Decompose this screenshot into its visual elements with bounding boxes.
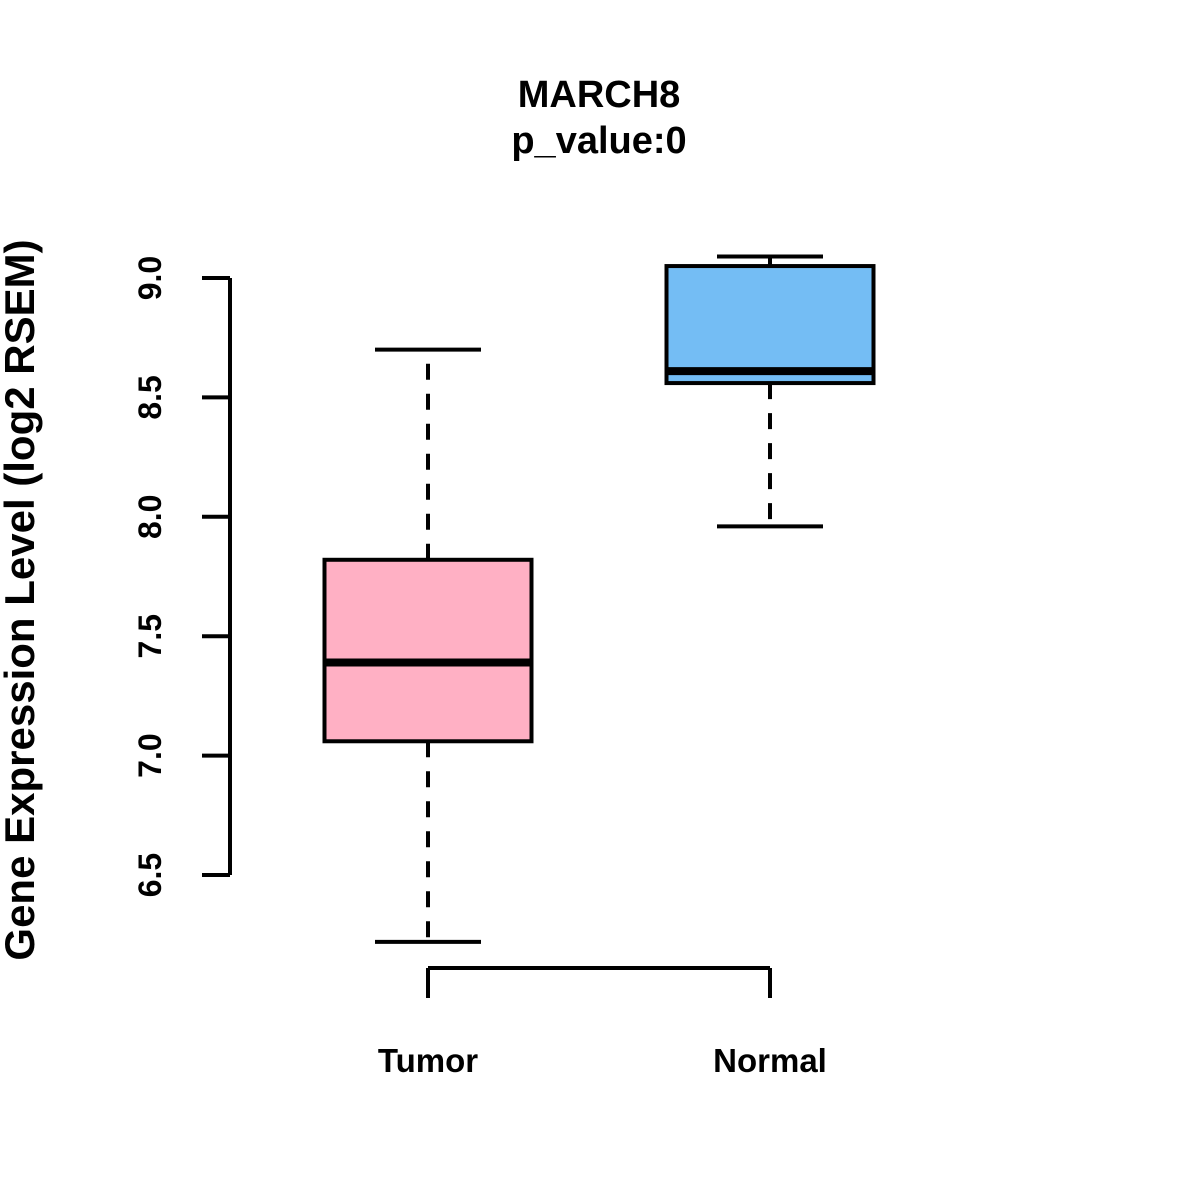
y-tick-label: 9.0	[132, 256, 168, 300]
x-label-tumor: Tumor	[378, 1042, 478, 1079]
tumor-box	[322, 557, 534, 744]
chart-title: MARCH8	[518, 74, 681, 116]
y-tick-label: 8.0	[132, 495, 168, 539]
x-label-normal: Normal	[713, 1042, 827, 1079]
plot-area: 6.5 7.0 7.5 8.0 8.5 9.0 Tumor Normal	[132, 254, 876, 1079]
y-tick-label: 7.0	[132, 733, 168, 777]
y-tick-label: 8.5	[132, 375, 168, 419]
y-axis-label: Gene Expression Level (log2 RSEM)	[0, 239, 43, 960]
chart-subtitle: p_value:0	[511, 120, 686, 162]
y-tick-label: 7.5	[132, 614, 168, 658]
normal-box	[664, 264, 876, 386]
y-tick-label: 6.5	[132, 853, 168, 897]
